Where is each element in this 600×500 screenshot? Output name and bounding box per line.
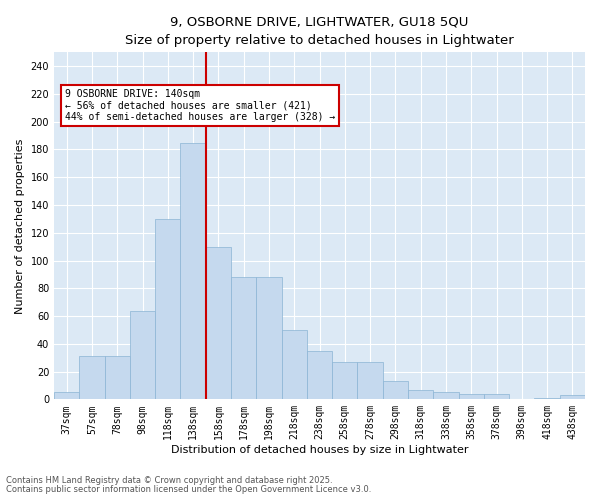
Bar	[104, 356, 130, 400]
Title: 9, OSBORNE DRIVE, LIGHTWATER, GU18 5QU
Size of property relative to detached hou: 9, OSBORNE DRIVE, LIGHTWATER, GU18 5QU S…	[125, 15, 514, 47]
Bar	[231, 277, 256, 400]
Bar	[560, 395, 585, 400]
Text: Contains public sector information licensed under the Open Government Licence v3: Contains public sector information licen…	[6, 485, 371, 494]
Bar	[155, 219, 181, 400]
Bar	[433, 392, 458, 400]
Text: Contains HM Land Registry data © Crown copyright and database right 2025.: Contains HM Land Registry data © Crown c…	[6, 476, 332, 485]
Bar	[535, 398, 560, 400]
Text: 9 OSBORNE DRIVE: 140sqm
← 56% of detached houses are smaller (421)
44% of semi-d: 9 OSBORNE DRIVE: 140sqm ← 56% of detache…	[65, 89, 335, 122]
Bar	[54, 392, 79, 400]
Y-axis label: Number of detached properties: Number of detached properties	[15, 138, 25, 314]
Bar	[408, 390, 433, 400]
Bar	[206, 246, 231, 400]
Bar	[484, 394, 509, 400]
Bar	[383, 382, 408, 400]
X-axis label: Distribution of detached houses by size in Lightwater: Distribution of detached houses by size …	[171, 445, 468, 455]
Bar	[332, 362, 358, 400]
Bar	[458, 394, 484, 400]
Bar	[358, 362, 383, 400]
Bar	[79, 356, 104, 400]
Bar	[181, 142, 206, 400]
Bar	[307, 351, 332, 400]
Bar	[281, 330, 307, 400]
Bar	[130, 310, 155, 400]
Bar	[256, 277, 281, 400]
